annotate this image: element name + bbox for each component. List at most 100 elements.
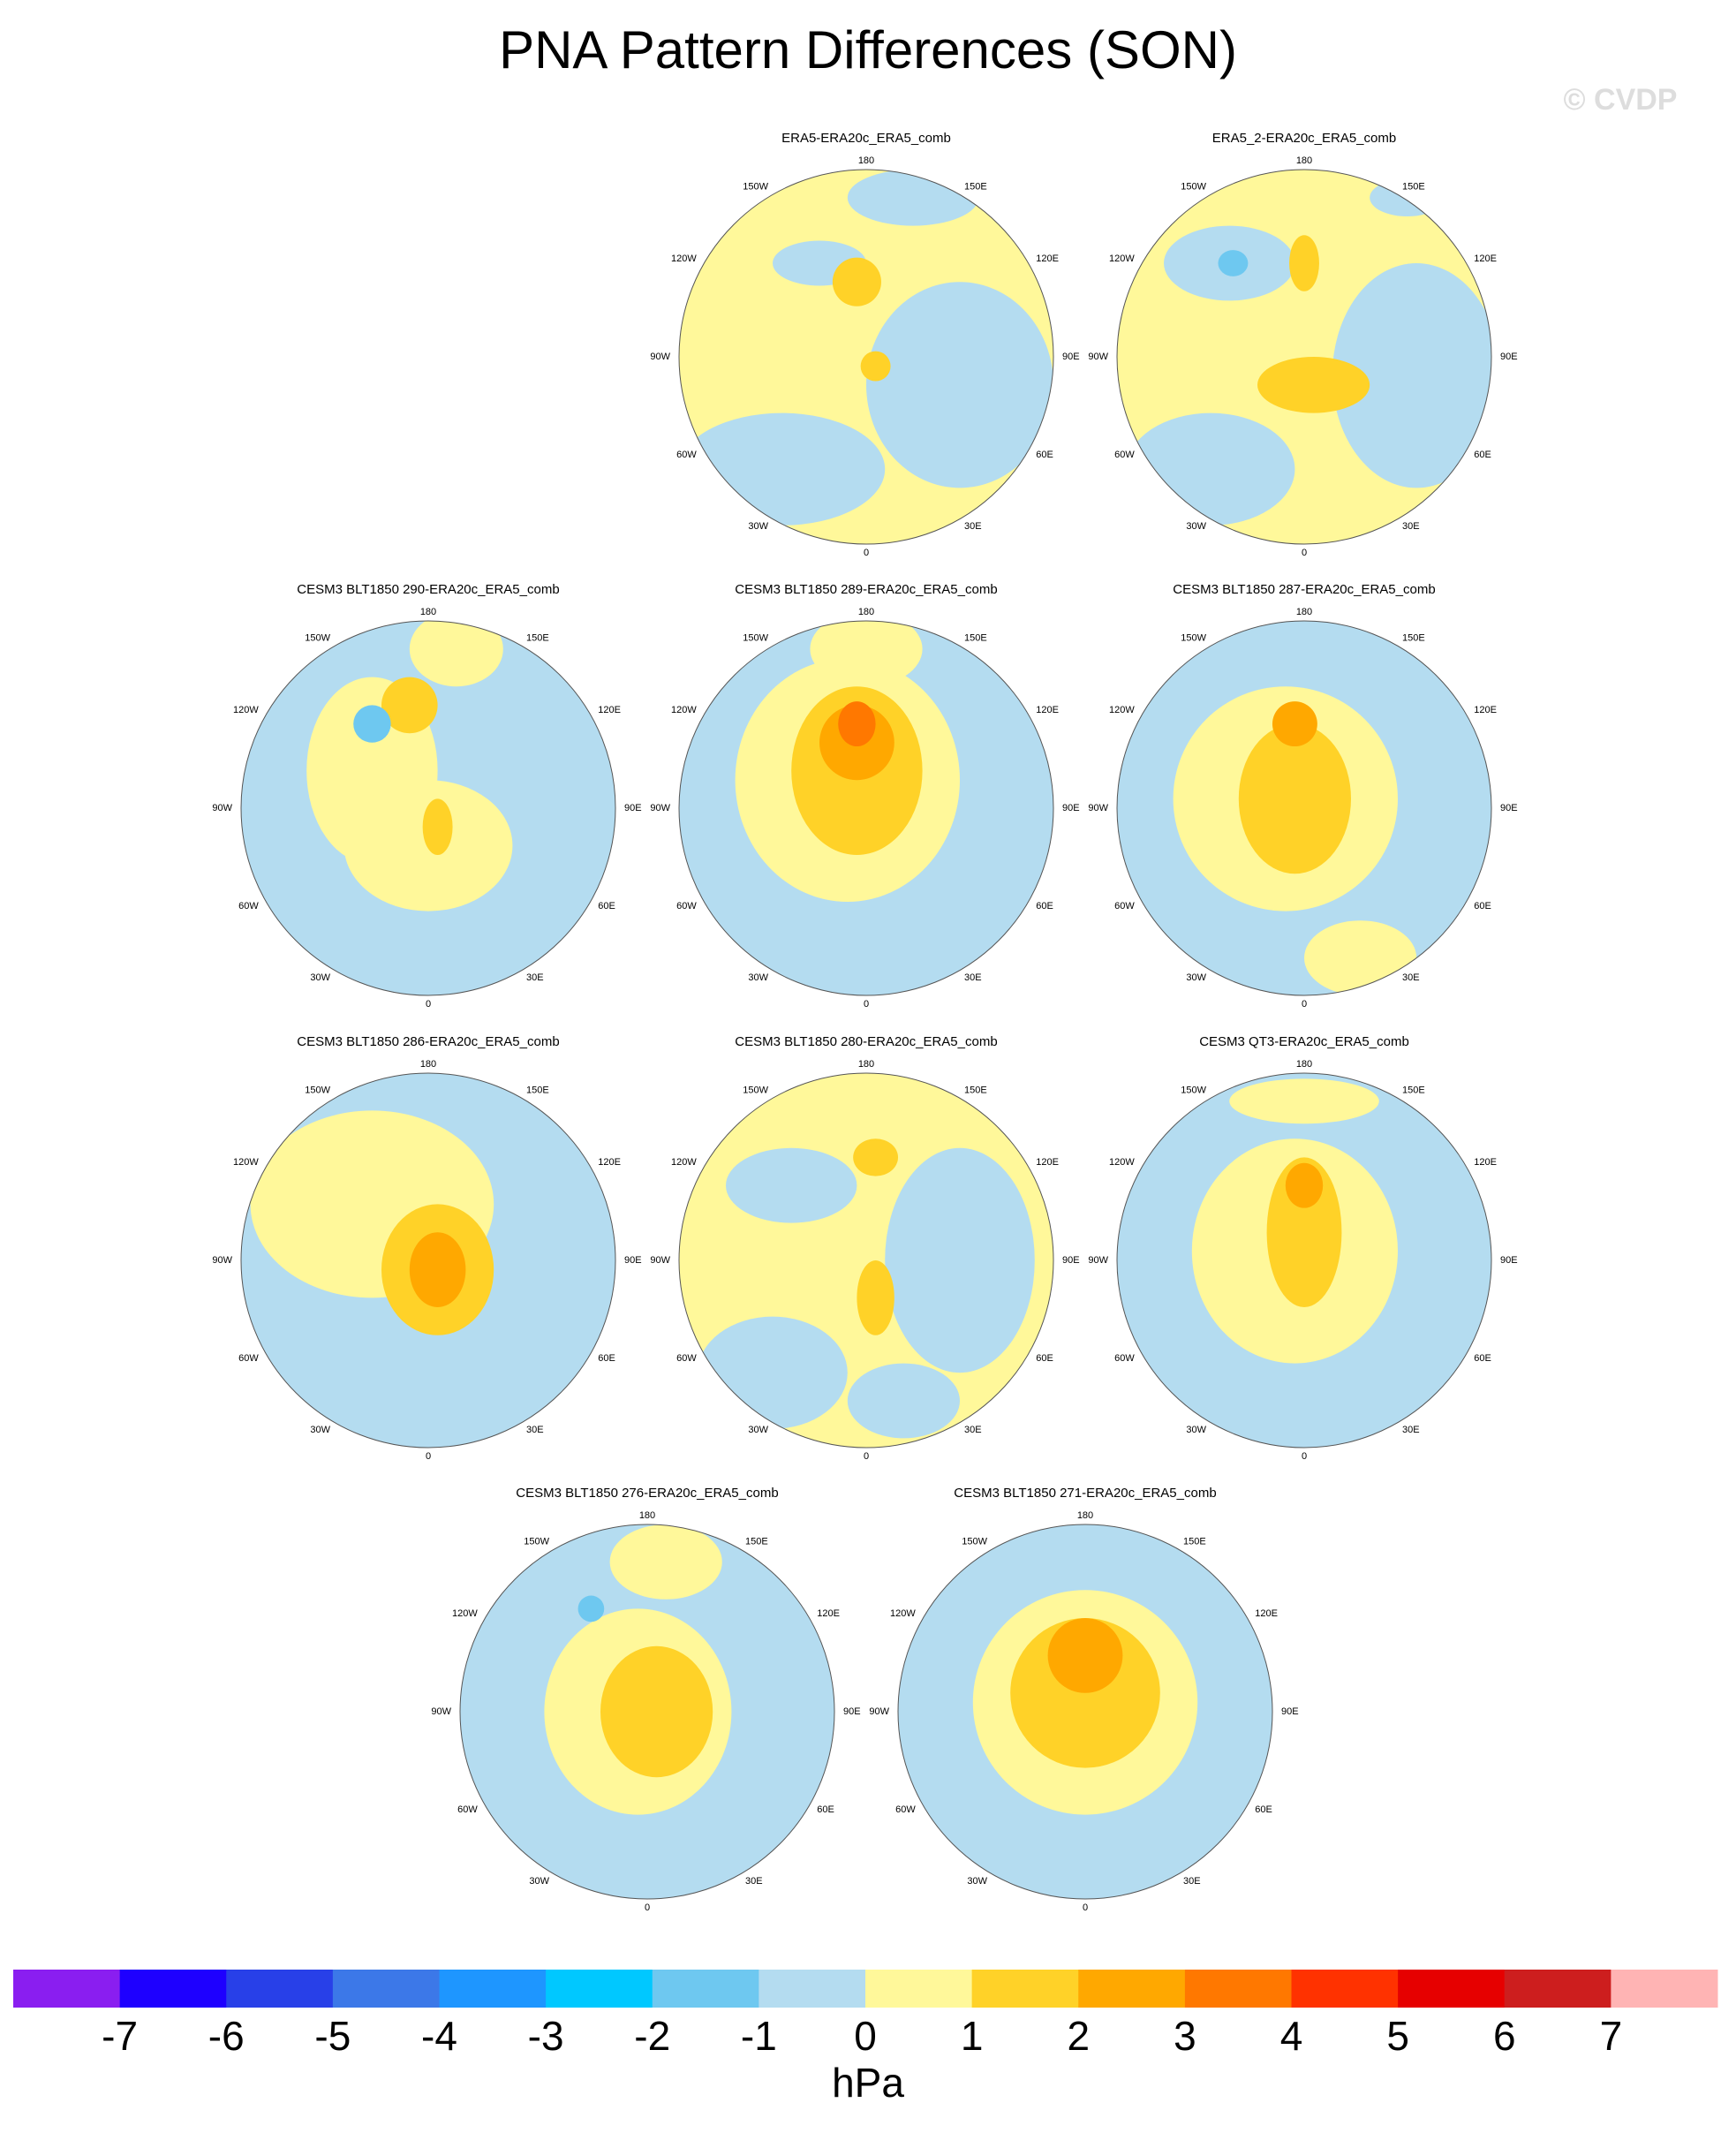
colorbar-tick-label: 6 (1493, 2013, 1516, 2059)
longitude-label: 120W (1109, 705, 1135, 715)
longitude-label: 150E (1402, 1085, 1425, 1096)
longitude-label: 30E (526, 972, 544, 983)
longitude-label: 60W (676, 901, 697, 911)
contour-region (1229, 1078, 1379, 1124)
map-fill (898, 1524, 1272, 1899)
contour-region (866, 282, 1053, 488)
longitude-label: 30W (310, 1425, 330, 1435)
map-border (1116, 1072, 1492, 1448)
map-fill (241, 621, 615, 995)
longitude-label: 90W (212, 803, 232, 813)
figure-title: PNA Pattern Differences (SON) (499, 20, 1237, 79)
contour-region (847, 170, 979, 226)
longitude-label: 120E (598, 1157, 621, 1168)
longitude-label: 60E (598, 1353, 615, 1364)
map-fill (679, 621, 1053, 995)
colorbar-swatch (332, 1970, 440, 2008)
map-border (897, 1524, 1273, 1900)
longitude-label: 90E (1500, 803, 1518, 813)
longitude-label: 120W (1109, 1157, 1135, 1168)
longitude-label: 90E (624, 1255, 642, 1266)
longitude-label: 30E (964, 972, 982, 983)
longitude-label: 150W (962, 1537, 987, 1547)
longitude-label: 30E (1402, 972, 1420, 983)
longitude-label: 150E (1183, 1537, 1206, 1547)
contour-region (1289, 235, 1319, 291)
colorbar-swatch (546, 1970, 653, 2008)
map-fill (679, 170, 1053, 544)
panel-title: ERA5-ERA20c_ERA5_comb (781, 131, 951, 146)
longitude-label: 150E (964, 182, 987, 193)
colorbar-tick-label: -1 (741, 2013, 777, 2059)
colorbar-swatch (759, 1970, 866, 2008)
longitude-label: 90E (1500, 352, 1518, 362)
longitude-label: 150E (964, 1085, 987, 1096)
longitude-label: 180 (858, 155, 874, 166)
longitude-label: 120E (1036, 1157, 1059, 1168)
longitude-label: 90E (624, 803, 642, 813)
map-border (240, 1072, 616, 1448)
longitude-label: 120W (671, 1157, 697, 1168)
contour-region (1218, 250, 1249, 276)
contour-region (353, 705, 391, 743)
map-fill (1117, 1073, 1491, 1448)
longitude-label: 150W (524, 1537, 549, 1547)
longitude-label: 30W (529, 1876, 549, 1887)
longitude-label: 180 (1077, 1510, 1093, 1521)
longitude-label: 90E (1500, 1255, 1518, 1266)
longitude-label: 90E (843, 1706, 861, 1717)
longitude-label: 120E (1255, 1608, 1278, 1619)
longitude-label: 150W (1181, 182, 1206, 193)
longitude-label: 90E (1062, 1255, 1080, 1266)
longitude-label: 0 (1302, 1451, 1307, 1462)
longitude-label: 30W (1186, 1425, 1206, 1435)
longitude-label: 0 (864, 999, 869, 1010)
panel-title: CESM3 QT3-ERA20c_ERA5_comb (1199, 1034, 1409, 1049)
colorbar-swatch (1184, 1970, 1292, 2008)
contour-region (1285, 1162, 1324, 1208)
longitude-label: 150W (1181, 1085, 1206, 1096)
panel-title: CESM3 BLT1850 289-ERA20c_ERA5_comb (735, 582, 997, 597)
contour-region (726, 1147, 857, 1223)
longitude-label: 0 (864, 548, 869, 558)
longitude-label: 120W (1109, 253, 1135, 264)
longitude-label: 180 (639, 1510, 655, 1521)
longitude-label: 0 (426, 999, 431, 1010)
map-panel: ERA5_2-ERA20c_ERA5_comb 180 150E 120E 90E 60E… (1088, 131, 1517, 558)
longitude-label: 60E (598, 901, 615, 911)
longitude-label: 180 (420, 607, 436, 617)
longitude-label: 150E (964, 633, 987, 644)
longitude-label: 30E (964, 521, 982, 532)
map-panel: CESM3 BLT1850 287-ERA20c_ERA5_comb 180 150… (1088, 582, 1517, 1010)
longitude-label: 150E (1402, 182, 1425, 193)
colorbar-tick-label: -5 (314, 2013, 351, 2059)
panel-title: CESM3 BLT1850 290-ERA20c_ERA5_comb (297, 582, 559, 597)
longitude-label: 30E (745, 1876, 763, 1887)
longitude-label: 60E (817, 1804, 834, 1815)
longitude-label: 120E (1036, 705, 1059, 715)
colorbar-swatch (1398, 1970, 1506, 2008)
longitude-label: 60W (1114, 901, 1135, 911)
longitude-label: 120E (1474, 253, 1497, 264)
longitude-label: 90W (431, 1706, 451, 1717)
colorbar-tick-label: -4 (421, 2013, 457, 2059)
longitude-label: 30E (526, 1425, 544, 1435)
contour-region (422, 798, 453, 855)
longitude-label: 90E (1062, 803, 1080, 813)
map-fill (241, 1073, 615, 1448)
longitude-label: 0 (645, 1902, 650, 1913)
contour-region (1272, 701, 1317, 747)
watermark: © CVDP (1564, 83, 1678, 117)
longitude-label: 120W (671, 253, 697, 264)
longitude-label: 120E (1474, 705, 1497, 715)
longitude-label: 120E (598, 705, 621, 715)
contour-region (1332, 263, 1491, 488)
longitude-label: 120E (817, 1608, 840, 1619)
longitude-label: 60W (238, 1353, 259, 1364)
longitude-label: 60W (895, 1804, 916, 1815)
longitude-label: 120W (890, 1608, 916, 1619)
longitude-label: 120W (233, 1157, 259, 1168)
map-fill (460, 1524, 834, 1899)
contour-region (577, 1595, 605, 1622)
longitude-label: 150E (526, 1085, 549, 1096)
